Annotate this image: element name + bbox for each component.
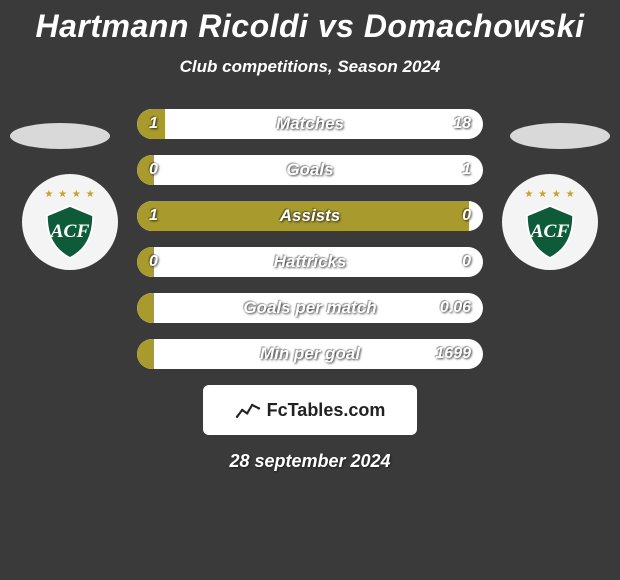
- stat-right-value: 1: [462, 161, 471, 179]
- chart-icon: [235, 400, 261, 420]
- stat-label: Min per goal: [260, 344, 360, 364]
- stat-label: Assists: [280, 206, 340, 226]
- stat-right-value: 18: [453, 115, 471, 133]
- stat-fill: [137, 339, 154, 369]
- player-left-crest: ★ ★ ★ ★ ACF: [22, 174, 118, 270]
- page-subtitle: Club competitions, Season 2024: [0, 57, 620, 77]
- stat-right-value: 0.06: [440, 299, 471, 317]
- stat-row-min-per-goal: Min per goal 1699: [137, 339, 483, 369]
- stat-right-value: 0: [462, 253, 471, 271]
- stat-row-goals-per-match: Goals per match 0.06: [137, 293, 483, 323]
- stat-right-value: 0: [462, 207, 471, 225]
- player-left-portrait: [10, 123, 110, 149]
- shield-icon: ACF: [41, 202, 99, 260]
- shield-icon: ACF: [521, 202, 579, 260]
- star-icon: ★ ★ ★ ★: [524, 189, 575, 200]
- player-right-portrait: [510, 123, 610, 149]
- stat-left-value: 0: [149, 161, 158, 179]
- stat-label: Goals: [286, 160, 333, 180]
- stat-left-value: 0: [149, 253, 158, 271]
- stat-row-hattricks: 0 Hattricks 0: [137, 247, 483, 277]
- stat-label: Matches: [276, 114, 344, 134]
- stat-row-matches: 1 Matches 18: [137, 109, 483, 139]
- stat-left-value: 1: [149, 115, 158, 133]
- brand-text: FcTables.com: [267, 400, 386, 421]
- svg-text:ACF: ACF: [530, 220, 570, 241]
- star-icon: ★ ★ ★ ★: [44, 189, 95, 200]
- footer-date: 28 september 2024: [0, 451, 620, 472]
- stat-label: Hattricks: [274, 252, 347, 272]
- stat-row-goals: 0 Goals 1: [137, 155, 483, 185]
- stat-row-assists: 1 Assists 0: [137, 201, 483, 231]
- page-title: Hartmann Ricoldi vs Domachowski: [0, 0, 620, 45]
- stat-right-value: 1699: [435, 345, 471, 363]
- stat-label: Goals per match: [243, 298, 376, 318]
- stat-fill: [137, 293, 154, 323]
- player-right-crest: ★ ★ ★ ★ ACF: [502, 174, 598, 270]
- brand-badge[interactable]: FcTables.com: [203, 385, 417, 435]
- stats-bars: 1 Matches 18 0 Goals 1 1 Assists 0 0 Hat…: [137, 109, 483, 369]
- svg-text:ACF: ACF: [50, 220, 90, 241]
- stat-left-value: 1: [149, 207, 158, 225]
